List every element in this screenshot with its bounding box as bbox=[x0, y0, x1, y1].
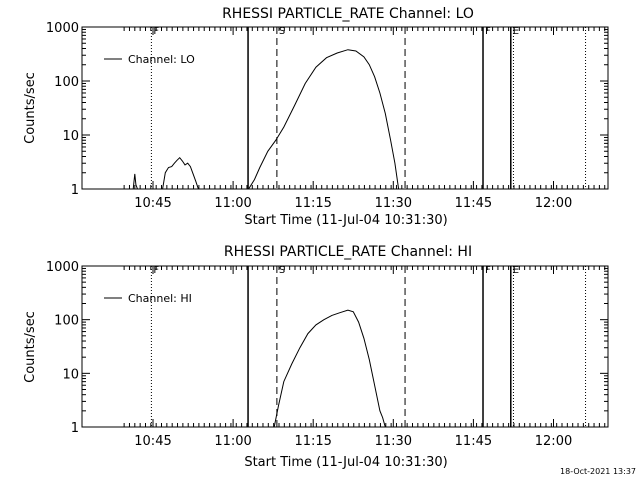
y-tick-label-lo: 1000 bbox=[46, 21, 79, 36]
x-tick-label-hi: 11:00 bbox=[214, 434, 251, 449]
chart-title-hi: RHESSI PARTICLE_RATE Channel: HI bbox=[224, 244, 472, 260]
marker-label-lo: F bbox=[485, 26, 491, 37]
ylabel-lo: Counts/sec bbox=[23, 72, 38, 144]
x-tick-label-lo: 11:30 bbox=[375, 196, 412, 211]
x-tick-label-lo: 11:15 bbox=[294, 196, 331, 211]
x-tick-label-lo: 11:45 bbox=[455, 196, 492, 211]
chart-title-lo: RHESSI PARTICLE_RATE Channel: LO bbox=[222, 6, 474, 22]
x-tick-label-lo: 10:45 bbox=[134, 196, 171, 211]
y-tick-label-lo: 10 bbox=[62, 129, 79, 144]
series-line-lo bbox=[132, 173, 138, 189]
series-line-lo bbox=[162, 156, 199, 189]
plot-frame-hi bbox=[81, 265, 609, 428]
y-tick-label-lo: 100 bbox=[54, 75, 79, 90]
legend-label-lo: Channel: LO bbox=[128, 53, 195, 66]
x-tick-label-hi: 11:45 bbox=[455, 434, 492, 449]
xlabel-hi: Start Time (11-Jul-04 10:31:30) bbox=[244, 455, 447, 470]
marker-label-lo: E bbox=[513, 26, 519, 37]
series-line-lo bbox=[248, 49, 400, 189]
ylabel-hi: Counts/sec bbox=[23, 311, 38, 383]
x-tick-label-lo: 12:00 bbox=[535, 196, 572, 211]
legend-label-hi: Channel: HI bbox=[128, 292, 192, 305]
y-tick-label-hi: 1000 bbox=[46, 260, 79, 275]
x-tick-label-hi: 11:30 bbox=[375, 434, 412, 449]
y-tick-label-lo: 1 bbox=[71, 183, 79, 198]
marker-label-hi: F bbox=[153, 265, 159, 276]
series-line-hi bbox=[273, 309, 386, 427]
x-tick-label-hi: 12:00 bbox=[535, 434, 572, 449]
y-tick-label-hi: 1 bbox=[71, 421, 79, 436]
marker-label-lo: F bbox=[153, 26, 159, 37]
x-tick-label-hi: 10:45 bbox=[134, 434, 171, 449]
plot-frame-lo bbox=[81, 26, 609, 190]
marker-label-hi: F bbox=[485, 265, 491, 276]
marker-label-lo: S bbox=[279, 26, 285, 37]
x-tick-label-hi: 11:15 bbox=[294, 434, 331, 449]
marker-label-hi: S bbox=[279, 265, 285, 276]
footer-timestamp: 18-Oct-2021 13:37 bbox=[560, 467, 636, 476]
xlabel-lo: Start Time (11-Jul-04 10:31:30) bbox=[244, 213, 447, 228]
y-tick-label-hi: 100 bbox=[54, 314, 79, 329]
marker-label-hi: E bbox=[513, 265, 519, 276]
y-tick-label-hi: 10 bbox=[62, 367, 79, 382]
x-tick-label-lo: 11:00 bbox=[214, 196, 251, 211]
